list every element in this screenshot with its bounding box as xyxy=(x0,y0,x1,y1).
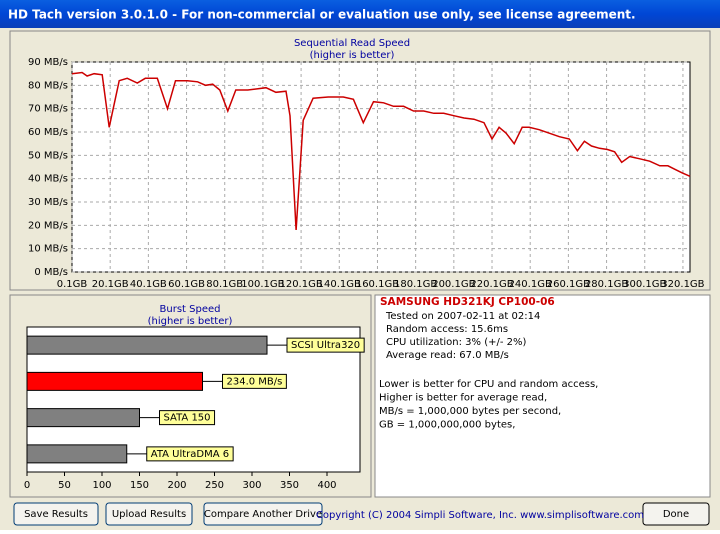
button[interactable] xyxy=(642,502,710,526)
x-tick-label: 160.1GB xyxy=(356,279,399,290)
plot-area xyxy=(71,61,691,273)
button[interactable] xyxy=(203,502,323,526)
button-label[interactable]: Done xyxy=(663,509,689,520)
x-tick-label: 200.1GB xyxy=(432,279,475,290)
x-tick-label: 260.1GB xyxy=(547,279,590,290)
y-tick-label: 40 MB/s xyxy=(28,174,68,185)
x-tick-label: 400 xyxy=(317,480,336,491)
chart-subtitle: (higher is better) xyxy=(310,50,395,61)
y-tick-label: 50 MB/s xyxy=(28,150,68,161)
chart-title: Sequential Read Speed xyxy=(294,38,410,49)
note-line: MB/s = 1,000,000 bytes per second, xyxy=(379,406,561,417)
x-tick-label: 150 xyxy=(130,480,149,491)
x-tick-label: 350 xyxy=(280,480,299,491)
note-line: GB = 1,000,000,000 bytes, xyxy=(379,420,515,431)
title-bar xyxy=(0,0,720,28)
x-tick-label: 220.1GB xyxy=(470,279,513,290)
drive-name: SAMSUNG HD321KJ CP100-06 xyxy=(380,296,555,308)
y-tick-label: 20 MB/s xyxy=(28,220,68,231)
bar xyxy=(26,444,128,464)
x-tick-label: 0.1GB xyxy=(57,279,88,290)
y-tick-label: 10 MB/s xyxy=(28,244,68,255)
button-label[interactable]: Save Results xyxy=(24,509,88,520)
y-tick-label: 90 MB/s xyxy=(28,57,68,68)
x-tick-label: 140.1GB xyxy=(318,279,361,290)
detail-line: Tested on 2007-02-11 at 02:14 xyxy=(385,311,540,322)
x-tick-label: 120.1GB xyxy=(279,279,322,290)
y-tick-label: 30 MB/s xyxy=(28,197,68,208)
bar-label: ATA UltraDMA 6 xyxy=(151,449,229,460)
x-tick-label: 50 xyxy=(58,480,71,491)
button[interactable] xyxy=(105,502,193,526)
copyright: Copyright (C) 2004 Simpli Software, Inc.… xyxy=(316,510,644,521)
x-tick-label: 200 xyxy=(167,480,186,491)
x-tick-label: 300 xyxy=(242,480,261,491)
x-tick-label: 300.1GB xyxy=(623,279,666,290)
detail-line: Random access: 15.6ms xyxy=(386,324,508,335)
y-tick-label: 70 MB/s xyxy=(28,104,68,115)
x-tick-label: 40.1GB xyxy=(130,279,167,290)
chart-subtitle: (higher is better) xyxy=(148,316,233,327)
button[interactable] xyxy=(13,502,99,526)
x-tick-label: 180.1GB xyxy=(394,279,437,290)
bar xyxy=(26,371,203,391)
x-tick-label: 280.1GB xyxy=(585,279,628,290)
window-title: HD Tach version 3.0.1.0 - For non-commer… xyxy=(8,8,636,22)
x-tick-label: 240.1GB xyxy=(509,279,552,290)
y-tick-label: 80 MB/s xyxy=(28,80,68,91)
x-tick-label: 0 xyxy=(24,480,30,491)
y-tick-label: 60 MB/s xyxy=(28,127,68,138)
detail-line: Average read: 67.0 MB/s xyxy=(386,350,509,361)
note-line: Higher is better for average read, xyxy=(379,393,547,404)
x-tick-label: 100 xyxy=(92,480,111,491)
note-line: Lower is better for CPU and random acces… xyxy=(379,379,598,390)
x-tick-label: 100.1GB xyxy=(241,279,284,290)
button-label[interactable]: Compare Another Drive xyxy=(204,509,322,520)
bar-label: SATA 150 xyxy=(164,413,211,424)
bar-label: SCSI Ultra320 xyxy=(291,340,360,351)
bar xyxy=(26,335,268,355)
x-tick-label: 80.1GB xyxy=(206,279,243,290)
x-tick-label: 20.1GB xyxy=(92,279,129,290)
bar xyxy=(26,408,140,428)
y-tick-label: 0 MB/s xyxy=(34,267,68,278)
read-line xyxy=(71,71,691,231)
button-label[interactable]: Upload Results xyxy=(112,509,186,520)
chart-title: Burst Speed xyxy=(160,304,221,315)
x-tick-label: 60.1GB xyxy=(168,279,205,290)
bar-label: 234.0 MB/s xyxy=(227,376,283,387)
x-tick-label: 320.1GB xyxy=(661,279,704,290)
detail-line: CPU utilization: 3% (+/- 2%) xyxy=(386,337,527,348)
x-tick-label: 250 xyxy=(205,480,224,491)
info-panel xyxy=(374,294,711,498)
